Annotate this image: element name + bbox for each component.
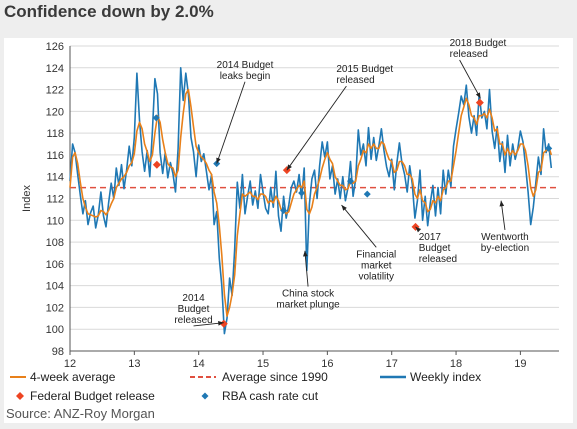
legend-label-4-week-average: 4-week average [30, 370, 116, 384]
y-tick-label: 122 [46, 85, 64, 97]
y-tick-label: 98 [52, 346, 64, 358]
annotation-arrow [341, 204, 377, 248]
y-tick-label: 106 [46, 259, 64, 271]
y-tick-label: 124 [46, 63, 64, 75]
legend-label-rba-cut: RBA cash rate cut [222, 389, 319, 403]
annotation-label: Budget [419, 243, 451, 254]
annotation-arrow [304, 250, 309, 287]
x-tick-label: 13 [128, 358, 140, 370]
annotation-label: Wentworth [481, 232, 529, 243]
y-tick-label: 120 [46, 106, 64, 118]
annotation-label: 2015 Budget [336, 64, 393, 75]
y-tick-label: 110 [46, 215, 64, 227]
rba-cut-marker [152, 114, 160, 122]
legend-swatch-federal-budget [16, 392, 24, 400]
annotation-label: leaks begin [220, 71, 271, 82]
legend: 4-week average Average since 1990 Weekly i… [10, 370, 481, 403]
y-tick-label: 126 [46, 41, 64, 53]
y-tick-label: 108 [46, 237, 64, 249]
x-tick-label: 14 [193, 358, 205, 370]
source-note: Source: ANZ-Roy Morgan [6, 406, 155, 421]
x-tick-label: 17 [386, 358, 398, 370]
rba-cut-marker [347, 177, 355, 185]
x-tick-label: 16 [321, 358, 333, 370]
annotation-arrow [216, 81, 246, 164]
rba-cut-marker [545, 144, 553, 152]
annotation-arrowhead [216, 157, 221, 164]
annotation-arrowhead [341, 205, 347, 211]
rba-cut-marker [363, 190, 371, 198]
y-tick-label: 114 [46, 172, 64, 184]
x-tick-label: 12 [64, 358, 76, 370]
annotation-label: market [361, 260, 392, 271]
y-tick-label: 112 [46, 194, 64, 206]
annotation-label: China stock [282, 289, 335, 300]
series-weekly-index [69, 67, 553, 335]
chart-panel: 98 100 102 104 106 108 110 112 114 116 118 120 122 12… [4, 38, 573, 423]
annotation-label: 2014 Budget [217, 60, 274, 71]
annotation-label: Budget [178, 304, 210, 315]
budget-release-marker [152, 160, 161, 169]
budget-release-marker [219, 319, 228, 328]
y-axis-label: Index [21, 185, 33, 212]
annotation-label: 2017 [419, 232, 442, 243]
annotation-label: released [450, 49, 488, 60]
legend-swatch-rba-cut [201, 392, 209, 400]
y-tick-label: 116 [46, 150, 64, 162]
chart-title: Confidence down by 2.0% [4, 2, 214, 21]
y-tick-label: 102 [46, 302, 64, 314]
legend-label-average-since-1990: Average since 1990 [222, 370, 328, 384]
series-4-week-average [69, 88, 553, 317]
y-tick-label: 118 [46, 128, 64, 140]
annotation-arrowhead [286, 164, 292, 171]
annotation-arrowhead [499, 200, 505, 207]
confidence-chart: 98 100 102 104 106 108 110 112 114 116 118 120 122 12… [10, 38, 559, 403]
annotation-arrow [459, 59, 481, 99]
budget-release-marker [475, 98, 484, 107]
annotation-arrowhead [218, 320, 224, 326]
annotation-label: volatility [358, 271, 394, 282]
x-tick-label: 19 [514, 358, 526, 370]
annotation-arrowhead [303, 250, 308, 257]
annotation-label: released [419, 254, 457, 265]
rba-cut-marker [298, 189, 306, 197]
annotation-arrowhead [415, 226, 422, 233]
annotation-label: 2014 [182, 293, 205, 304]
rba-cut-marker [280, 206, 288, 214]
annotation-label: 2018 Budget [450, 38, 507, 49]
annotation-label: released [336, 75, 374, 86]
annotation-label: Financial [356, 249, 396, 260]
annotation-arrow [286, 85, 347, 171]
legend-label-federal-budget: Federal Budget release [30, 389, 155, 403]
annotation-label: released [174, 315, 212, 326]
annotation-label: market plunge [276, 300, 340, 311]
x-tick-label: 15 [257, 358, 269, 370]
legend-label-weekly-index: Weekly index [410, 370, 481, 384]
y-tick-label: 100 [46, 324, 64, 336]
annotation-label: by-election [481, 243, 529, 254]
x-tick-label: 18 [450, 358, 462, 370]
annotation-arrowhead [475, 92, 481, 99]
y-tick-label: 104 [46, 281, 64, 293]
